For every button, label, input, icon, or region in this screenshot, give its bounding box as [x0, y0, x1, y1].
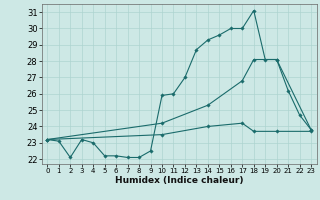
X-axis label: Humidex (Indice chaleur): Humidex (Indice chaleur) — [115, 176, 244, 185]
